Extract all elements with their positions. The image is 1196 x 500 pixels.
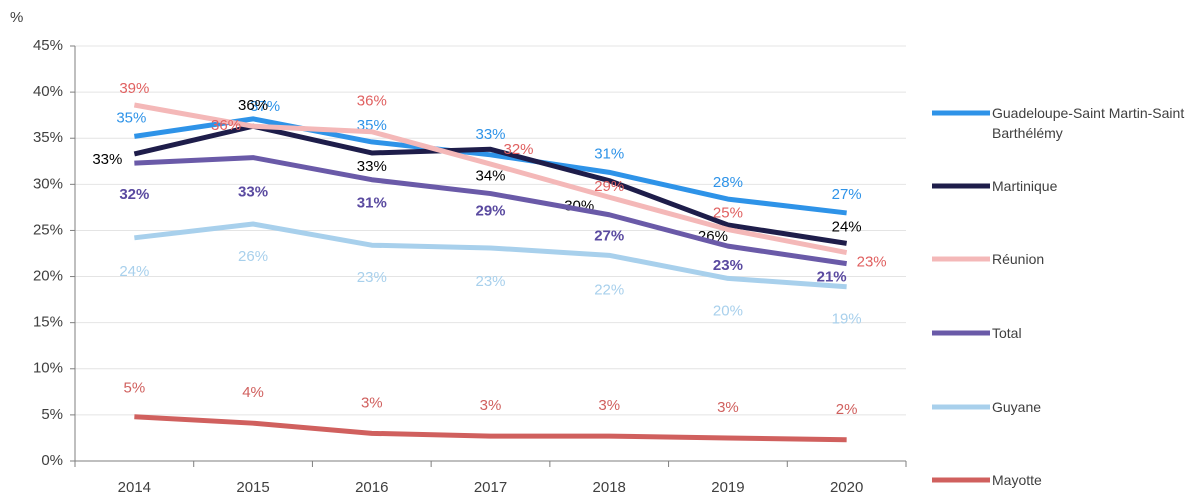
- data-label: 35%: [116, 109, 146, 126]
- legend-label: Réunion: [992, 251, 1045, 267]
- legend-label: Mayotte: [992, 472, 1042, 488]
- data-label: 20%: [713, 302, 743, 319]
- y-tick-label: 35%: [33, 129, 63, 146]
- y-tick-label: 30%: [33, 175, 63, 192]
- x-tick-label: 2016: [355, 479, 388, 496]
- data-label: 26%: [238, 248, 268, 265]
- data-label: 23%: [857, 254, 887, 271]
- x-tick-label: 2018: [593, 479, 626, 496]
- data-label: 29%: [475, 203, 505, 220]
- data-label: 27%: [832, 186, 862, 203]
- data-label: 31%: [357, 195, 387, 212]
- data-label: 3%: [361, 394, 383, 411]
- y-tick-label: 45%: [33, 37, 63, 54]
- legend-label: Guadeloupe-Saint Martin-Saint Barthélémy: [992, 105, 1185, 141]
- x-tick-label: 2020: [830, 479, 863, 496]
- data-label: 5%: [124, 380, 146, 397]
- data-label: 19%: [832, 311, 862, 328]
- data-label: 4%: [242, 384, 264, 401]
- y-tick-label: 0%: [41, 452, 63, 469]
- data-label: 36%: [357, 93, 387, 110]
- data-label: 23%: [475, 273, 505, 290]
- data-label: 3%: [480, 397, 502, 414]
- series-line: [133, 116, 847, 216]
- x-tick-label: 2017: [474, 479, 507, 496]
- data-label: 24%: [119, 263, 149, 280]
- data-label: 33%: [357, 158, 387, 175]
- data-label: 33%: [475, 126, 505, 143]
- data-label: 21%: [817, 269, 847, 286]
- legend-label: Martinique: [992, 178, 1058, 194]
- y-tick-label: 10%: [33, 360, 63, 377]
- data-label: 23%: [713, 257, 743, 274]
- data-label: 23%: [357, 269, 387, 286]
- y-tick-label: 15%: [33, 314, 63, 331]
- data-label: 24%: [832, 218, 862, 235]
- data-label: 37%: [250, 98, 280, 115]
- x-tick-label: 2019: [711, 479, 744, 496]
- data-label: 29%: [594, 178, 624, 195]
- series-line: [134, 221, 847, 290]
- data-label: 32%: [119, 186, 149, 203]
- data-label: 22%: [594, 281, 624, 298]
- data-label: 3%: [598, 397, 620, 414]
- legend-label: Guyane: [992, 399, 1042, 415]
- y-tick-label: 25%: [33, 221, 63, 238]
- data-label: 39%: [119, 80, 149, 97]
- data-label: 34%: [475, 167, 505, 184]
- x-tick-label: 2015: [236, 479, 269, 496]
- y-tick-label: 5%: [41, 406, 63, 423]
- data-label: 25%: [713, 204, 743, 221]
- y-tick-label: 40%: [33, 83, 63, 100]
- data-label: 32%: [503, 141, 533, 158]
- x-tick-label: 2014: [118, 479, 151, 496]
- series-line: [134, 155, 848, 267]
- series-line: [133, 102, 848, 256]
- data-label: 33%: [92, 151, 122, 168]
- data-label: 2%: [836, 401, 858, 418]
- legend-label: Total: [992, 325, 1022, 341]
- data-label: 3%: [717, 399, 739, 416]
- data-label: 28%: [713, 174, 743, 191]
- data-label: 36%: [238, 97, 268, 114]
- data-label: 33%: [238, 184, 268, 201]
- data-label: 27%: [594, 228, 624, 245]
- y-axis-unit: %: [10, 9, 23, 26]
- data-label: 31%: [594, 145, 624, 162]
- data-label: 36%: [211, 117, 241, 134]
- y-tick-label: 20%: [33, 268, 63, 285]
- series-line: [134, 414, 847, 443]
